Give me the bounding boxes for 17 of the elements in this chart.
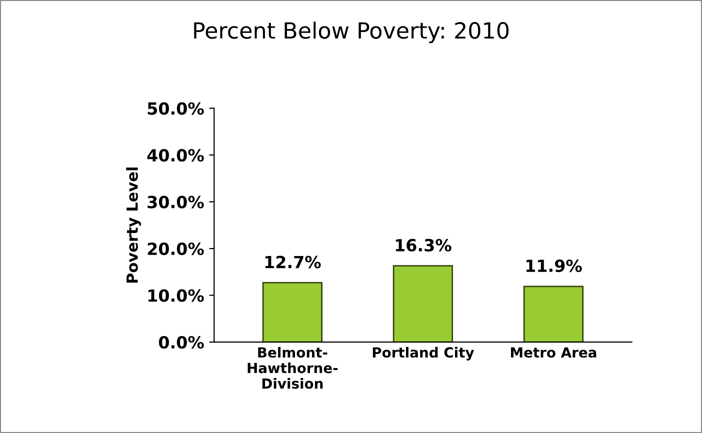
y-tick-label: 40.0% bbox=[147, 148, 204, 162]
y-tick-label: 10.0% bbox=[148, 289, 204, 302]
data-label: 16.3% bbox=[396, 238, 452, 252]
bar bbox=[392, 265, 454, 342]
x-tick-label: Belmont- Hawthorne- Division bbox=[248, 346, 338, 389]
y-tick-label: 30.0% bbox=[148, 196, 204, 208]
y-axis-title: Poverty Level bbox=[126, 168, 142, 283]
bar bbox=[523, 286, 584, 342]
y-tick-label: 20.0% bbox=[148, 242, 204, 256]
chart-title: Percent Below Poverty: 2010 bbox=[194, 22, 509, 44]
y-tick-label: 0.0% bbox=[158, 336, 204, 349]
y-tick-label: 50.0% bbox=[148, 102, 204, 115]
data-label: 12.7% bbox=[265, 256, 321, 268]
data-label: 11.9% bbox=[526, 259, 582, 272]
x-tick-label: Metro Area bbox=[511, 347, 596, 358]
bar bbox=[262, 282, 322, 342]
x-tick-label: Portland City bbox=[372, 346, 474, 360]
